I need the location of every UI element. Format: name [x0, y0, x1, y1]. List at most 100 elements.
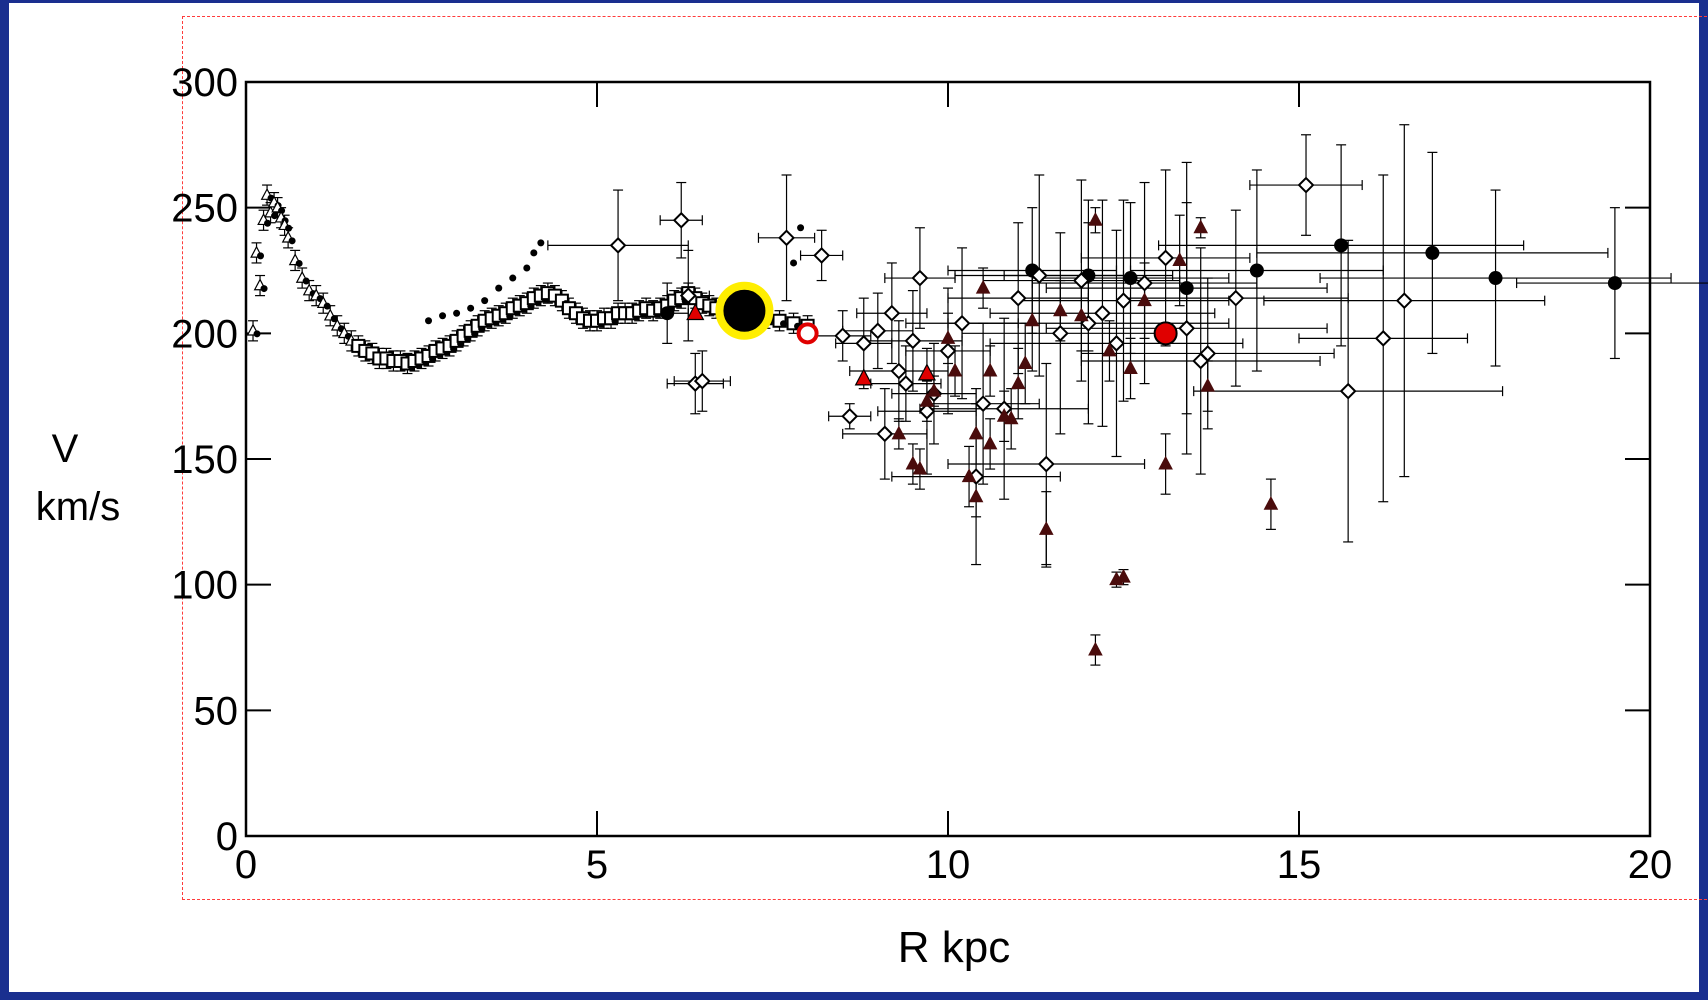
- dark-triangle-point: [1123, 360, 1138, 375]
- inner-dot-point: [302, 277, 310, 285]
- x-tick-label: 5: [586, 843, 608, 887]
- open-diamond-point: [679, 287, 697, 305]
- filled-circle-point: [660, 306, 675, 321]
- dark-triangle-point: [905, 455, 921, 470]
- inner-dot-point: [285, 224, 293, 232]
- dark-triangle-point: [1263, 495, 1279, 510]
- open-diamond-point: [883, 304, 901, 322]
- open-diamond-point: [1395, 292, 1413, 310]
- dark-triangle-point: [1193, 219, 1209, 234]
- open-diamond-point: [834, 327, 852, 345]
- filled-circle-point: [1425, 245, 1440, 260]
- open-diamond-point: [1072, 272, 1090, 289]
- red-triangle-marker: [686, 302, 705, 321]
- dark-triangle-point: [947, 362, 963, 377]
- dark-triangle-point: [1024, 312, 1040, 327]
- dark-triangle-point: [1172, 252, 1187, 266]
- dark-triangle-point: [1053, 302, 1068, 317]
- dark-triangle-point: [1109, 571, 1124, 586]
- open-diamond-point: [1178, 319, 1196, 337]
- upper-dot-point: [495, 284, 503, 292]
- errorbar-layer: [248, 124, 1708, 666]
- dark-triangle-point: [1017, 355, 1033, 369]
- open-diamond-point: [1115, 292, 1132, 310]
- inner-dot-point: [288, 237, 296, 245]
- open-diamond-point: [876, 425, 894, 443]
- red-triangle-marker: [854, 368, 873, 386]
- y-tick-label: 300: [171, 61, 238, 105]
- open-diamond-point: [778, 229, 795, 247]
- dark-triangle-point: [1010, 375, 1026, 390]
- open-diamond-point: [904, 332, 922, 350]
- open-diamond-point: [890, 362, 908, 380]
- dark-triangle-point: [968, 425, 984, 440]
- open-red-circle-marker: [796, 322, 819, 345]
- inner-dot-point: [323, 302, 331, 310]
- dark-triangle-point: [982, 362, 998, 377]
- open-diamond-point: [1297, 176, 1315, 194]
- dark-triangle-point: [1088, 641, 1103, 656]
- upper-dot-point: [530, 249, 538, 257]
- open-diamond-point: [1136, 274, 1153, 292]
- sun-marker: [715, 281, 774, 340]
- open-diamond-point: [855, 334, 873, 352]
- open-diamond-point: [1051, 324, 1069, 342]
- points-layer: [246, 176, 1622, 656]
- open-diamond-point: [1009, 289, 1027, 307]
- dark-triangle-point: [926, 382, 942, 397]
- dark-triangle-point: [1200, 377, 1216, 392]
- filled-circle-point: [1179, 281, 1194, 296]
- inner-dot-point: [295, 259, 303, 267]
- selection-outline: [182, 16, 1708, 900]
- inner-dot-point: [264, 219, 272, 227]
- filled-circle-point: [1334, 238, 1349, 253]
- dark-triangle-point: [912, 460, 928, 475]
- dark-triangle-point: [919, 392, 935, 407]
- open-diamond-point: [1094, 304, 1111, 322]
- dark-triangle-point: [1102, 342, 1117, 357]
- y-tick-label: 100: [171, 564, 238, 608]
- upper-dot-point: [790, 259, 798, 267]
- upper-dot-point: [453, 309, 461, 317]
- dark-triangle-point: [1003, 410, 1019, 425]
- open-diamond-point: [841, 407, 859, 425]
- y-tick-label: 0: [216, 815, 238, 859]
- upper-dot-point: [425, 317, 433, 325]
- filled-circle-point: [1607, 276, 1622, 291]
- open-diamond-point: [693, 372, 711, 390]
- filled-circle-point: [1488, 271, 1503, 286]
- open-diamond-point: [1030, 267, 1048, 284]
- dark-triangle-point: [1038, 521, 1054, 535]
- red-circle-marker: [1153, 321, 1178, 346]
- open-diamond-point: [897, 375, 915, 393]
- upper-dot-point: [537, 239, 545, 247]
- filled-circle-point: [1249, 263, 1264, 278]
- inner-dot-point: [257, 252, 265, 260]
- dark-triangle-point: [891, 425, 907, 440]
- open-diamond-point: [911, 269, 929, 287]
- dark-triangle-point: [940, 330, 956, 344]
- dark-triangle-point: [982, 435, 998, 450]
- x-tick-label: 20: [1628, 843, 1673, 887]
- upper-dot-point: [467, 304, 475, 312]
- open-diamond-point: [1108, 334, 1125, 352]
- open-diamond-point: [869, 322, 887, 340]
- open-diamond-point: [672, 211, 690, 229]
- upper-dot-point: [439, 312, 447, 320]
- x-axis-label: R kpc: [898, 923, 1010, 972]
- inner-dot-point: [271, 212, 279, 220]
- open-diamond-point: [1227, 289, 1245, 307]
- y-tick-label: 50: [194, 689, 239, 733]
- x-tick-label: 0: [235, 843, 257, 887]
- open-diamond-point: [609, 236, 627, 254]
- red-triangle-marker: [917, 363, 937, 381]
- open-diamond-point: [813, 247, 831, 264]
- x-tick-label: 10: [926, 843, 971, 887]
- inner-dot-point: [253, 330, 261, 338]
- inner-dot-point: [260, 285, 268, 293]
- open-diamond-point: [953, 314, 971, 332]
- open-diamond-point: [1339, 382, 1357, 400]
- y-tick-label: 200: [171, 312, 238, 356]
